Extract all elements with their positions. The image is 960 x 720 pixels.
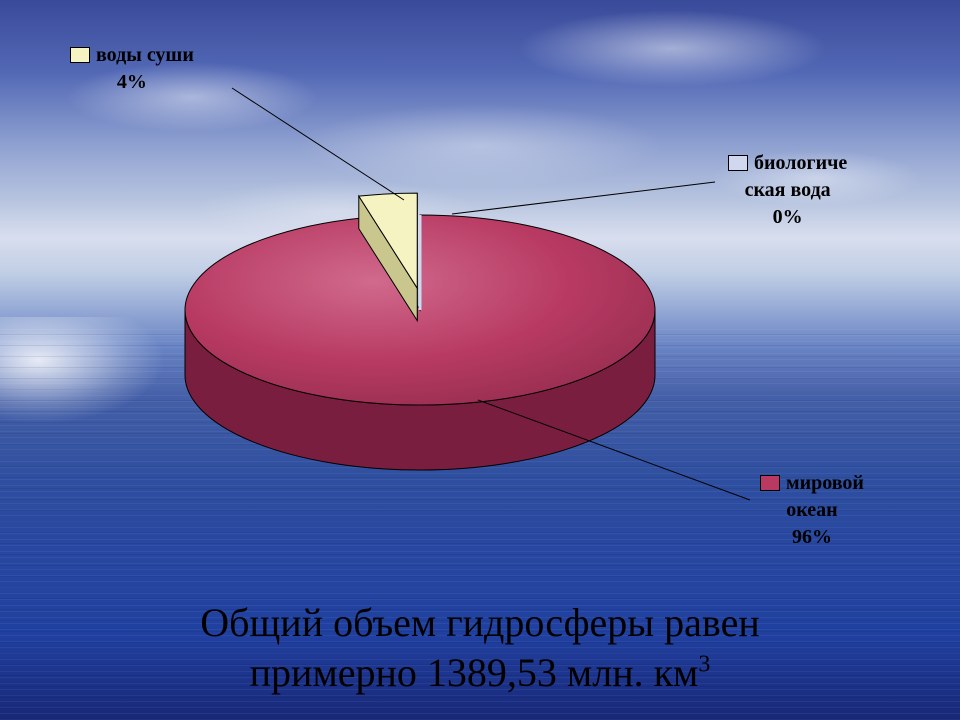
caption: Общий объем гидросферы равен примерно 13…	[0, 598, 960, 698]
pie-chart: воды суши 4% биологиче ская вода 0% миро…	[0, 0, 960, 560]
legend-ocean-text-3: 96%	[760, 524, 864, 551]
caption-line-2-text: примерно 1389,53 млн. км	[250, 650, 699, 695]
legend-land-water-text-2: 4%	[70, 69, 194, 96]
legend-biological-text-3: 0%	[728, 204, 847, 231]
legend-biological: биологиче ская вода 0%	[728, 150, 847, 231]
caption-line-1: Общий объем гидросферы равен	[0, 598, 960, 648]
caption-line-2: примерно 1389,53 млн. км3	[0, 648, 960, 698]
caption-line-2-sup: 3	[698, 652, 710, 678]
legend-land-water: воды суши 4%	[70, 42, 194, 96]
swatch-ocean	[760, 475, 780, 491]
swatch-land-water	[70, 47, 90, 63]
legend-biological-text-1: биологиче	[754, 152, 847, 174]
legend-ocean-text-1: мировой	[786, 472, 864, 494]
legend-land-water-text-1: воды суши	[96, 44, 194, 66]
legend-ocean-text-2: океан	[760, 497, 864, 524]
swatch-biological	[728, 155, 748, 171]
legend-biological-text-2: ская вода	[728, 177, 847, 204]
slide: воды суши 4% биологиче ская вода 0% миро…	[0, 0, 960, 720]
legend-ocean: мировой океан 96%	[760, 470, 864, 551]
